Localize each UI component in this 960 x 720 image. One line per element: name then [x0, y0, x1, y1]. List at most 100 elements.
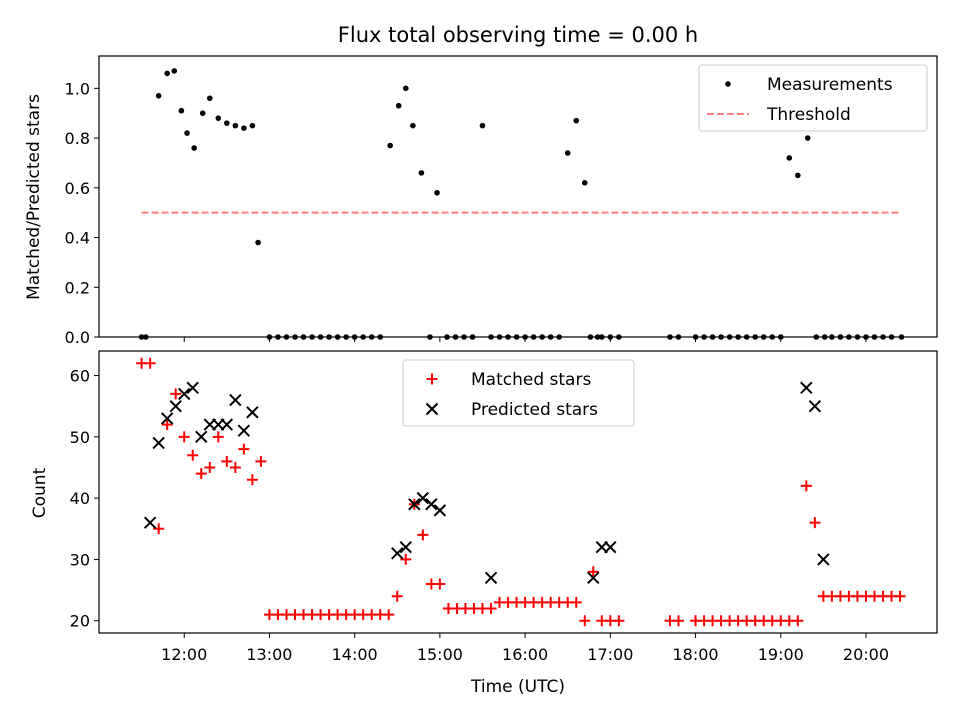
data-point	[155, 92, 162, 99]
x-tick-label: 13:00	[246, 645, 292, 664]
data-point	[898, 334, 905, 340]
data-point	[417, 529, 429, 541]
data-point	[383, 609, 395, 621]
data-point	[579, 615, 591, 627]
data-point	[837, 334, 844, 340]
data-point	[360, 334, 366, 340]
data-point	[395, 102, 402, 109]
data-point	[752, 334, 758, 340]
data-point	[547, 334, 554, 340]
legend-box	[698, 64, 928, 132]
legend-marker-swatch	[426, 373, 438, 385]
data-point	[178, 431, 190, 443]
data-point	[232, 122, 239, 129]
data-point	[444, 334, 450, 340]
x-tick-label: 19:00	[758, 645, 804, 664]
data-point	[170, 388, 182, 400]
data-point	[718, 334, 724, 340]
data-point	[160, 412, 174, 425]
data-point	[513, 334, 520, 340]
data-point	[195, 430, 208, 444]
x-tick-label: 16:00	[502, 645, 548, 664]
data-point	[391, 590, 403, 602]
data-point	[539, 334, 545, 340]
data-point	[888, 334, 895, 340]
count-panel: 20 30 40 50 60 12:00 13:00 14:00 15:00 16:00 17:00…	[70, 350, 938, 664]
data-point	[434, 578, 446, 590]
data-point	[863, 334, 869, 340]
data-point	[800, 480, 812, 492]
data-point	[255, 455, 267, 467]
data-point	[410, 122, 416, 129]
data-point	[570, 596, 582, 608]
data-point	[587, 571, 600, 585]
data-point	[587, 566, 599, 578]
data-point	[522, 334, 528, 340]
legend-label: Predicted stars	[471, 400, 598, 420]
data-point	[402, 85, 409, 92]
data-point	[692, 334, 699, 340]
data-point	[184, 130, 190, 136]
data-point	[418, 170, 425, 176]
x-tick-label: 17:00	[587, 645, 633, 664]
series-predicted-stars	[143, 381, 830, 585]
data-point	[587, 334, 594, 340]
data-point	[186, 381, 199, 394]
data-point	[377, 334, 384, 340]
data-point	[229, 393, 242, 407]
data-point	[152, 436, 165, 450]
data-point	[599, 334, 605, 340]
data-point	[726, 334, 733, 340]
data-point	[829, 334, 835, 340]
y-tick-label: 50	[70, 428, 90, 447]
data-point	[743, 334, 750, 340]
data-point	[427, 334, 433, 340]
data-point	[334, 334, 341, 340]
x-tick-label: 18:00	[672, 645, 718, 664]
data-point	[469, 334, 476, 340]
data-point	[387, 142, 393, 149]
x-tick-label: 15:00	[417, 645, 463, 664]
data-point	[241, 125, 247, 131]
legend-label: Threshold	[766, 105, 851, 125]
data-point	[433, 504, 447, 517]
legend-marker-swatch	[425, 402, 439, 416]
data-point	[813, 334, 820, 340]
data-point	[452, 334, 459, 340]
data-point	[505, 334, 511, 340]
data-point	[220, 418, 234, 431]
data-point	[564, 150, 571, 156]
data-point	[573, 117, 580, 124]
data-point	[143, 334, 149, 340]
data-point	[221, 455, 233, 467]
data-point	[769, 334, 776, 340]
data-point	[215, 115, 222, 121]
data-point	[613, 615, 625, 627]
data-point	[169, 399, 182, 413]
data-point	[607, 334, 614, 340]
data-point	[143, 516, 157, 529]
data-point	[484, 571, 498, 585]
data-point	[229, 461, 241, 473]
data-point	[206, 95, 213, 102]
data-point	[249, 122, 256, 129]
data-point	[701, 334, 707, 340]
top-y-axis-label: Matched/Predicted stars	[24, 94, 44, 300]
data-point	[461, 334, 467, 340]
data-point	[343, 334, 349, 340]
data-point	[735, 334, 741, 340]
data-point	[309, 334, 315, 340]
legend-label: Measurements	[767, 75, 893, 95]
data-point	[255, 239, 261, 246]
data-point	[496, 334, 503, 340]
data-point	[604, 540, 617, 554]
data-point	[164, 70, 170, 77]
data-point	[416, 491, 430, 505]
y-tick-label: 20	[70, 612, 90, 631]
y-tick-label: 0.0	[65, 328, 90, 347]
data-point	[246, 406, 259, 419]
data-point	[351, 334, 358, 340]
data-point	[594, 334, 601, 340]
data-point	[616, 334, 622, 340]
